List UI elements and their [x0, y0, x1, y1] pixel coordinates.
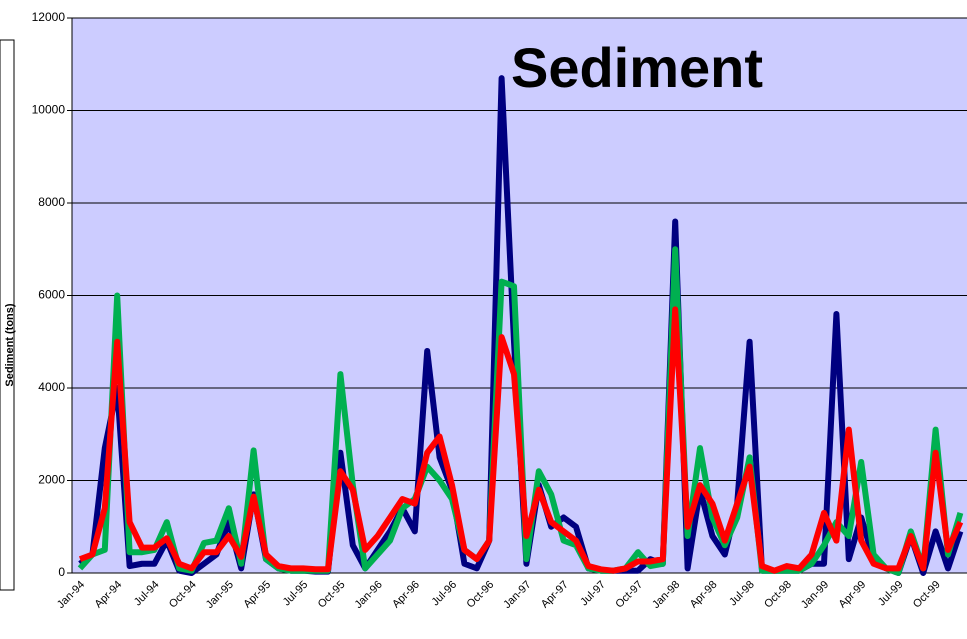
chart-title: Sediment — [511, 36, 763, 99]
x-tick-label: Oct-98 — [762, 579, 794, 611]
x-tick-label: Oct-94 — [167, 579, 199, 611]
y-tick-label: 0 — [58, 565, 65, 579]
x-tick-label: Oct-96 — [465, 579, 497, 611]
x-tick-label: Jan-98 — [650, 579, 682, 611]
x-tick-label: Jan-99 — [799, 579, 831, 611]
x-tick-label: Jan-96 — [353, 579, 385, 611]
x-tick-label: Oct-97 — [613, 579, 645, 611]
x-tick-label: Jul-97 — [578, 579, 608, 609]
x-tick-label: Jul-98 — [727, 579, 757, 609]
x-tick-label: Oct-99 — [911, 579, 943, 611]
x-tick-label: Jul-94 — [132, 579, 162, 609]
x-tick-label: Jan-94 — [55, 579, 87, 611]
y-axis-title: Sediment (tons) — [4, 303, 16, 386]
x-tick-label: Apr-96 — [390, 579, 422, 611]
y-tick-label: 12000 — [32, 10, 66, 24]
x-tick-label: Jul-99 — [876, 579, 906, 609]
x-tick-label: Jan-95 — [204, 579, 236, 611]
x-tick-label: Jul-96 — [429, 579, 459, 609]
plot-area — [67, 17, 967, 576]
x-tick-label: Jan-97 — [501, 579, 533, 611]
x-tick-label: Apr-98 — [688, 579, 720, 611]
x-tick-label: Apr-97 — [539, 579, 571, 611]
y-tick-label: 8000 — [38, 195, 65, 209]
x-tick-label: Oct-95 — [316, 579, 348, 611]
y-tick-label: 6000 — [38, 288, 65, 302]
y-tick-label: 2000 — [38, 473, 65, 487]
x-tick-label: Jul-95 — [281, 579, 311, 609]
series-line — [78, 306, 964, 574]
neighbor-chart-edge — [0, 39, 15, 591]
x-tick-label: Apr-99 — [837, 579, 869, 611]
y-tick-label: 4000 — [38, 380, 65, 394]
x-tick-label: Apr-94 — [93, 579, 125, 611]
y-tick-label: 10000 — [32, 103, 66, 117]
x-tick-label: Apr-95 — [241, 579, 273, 611]
